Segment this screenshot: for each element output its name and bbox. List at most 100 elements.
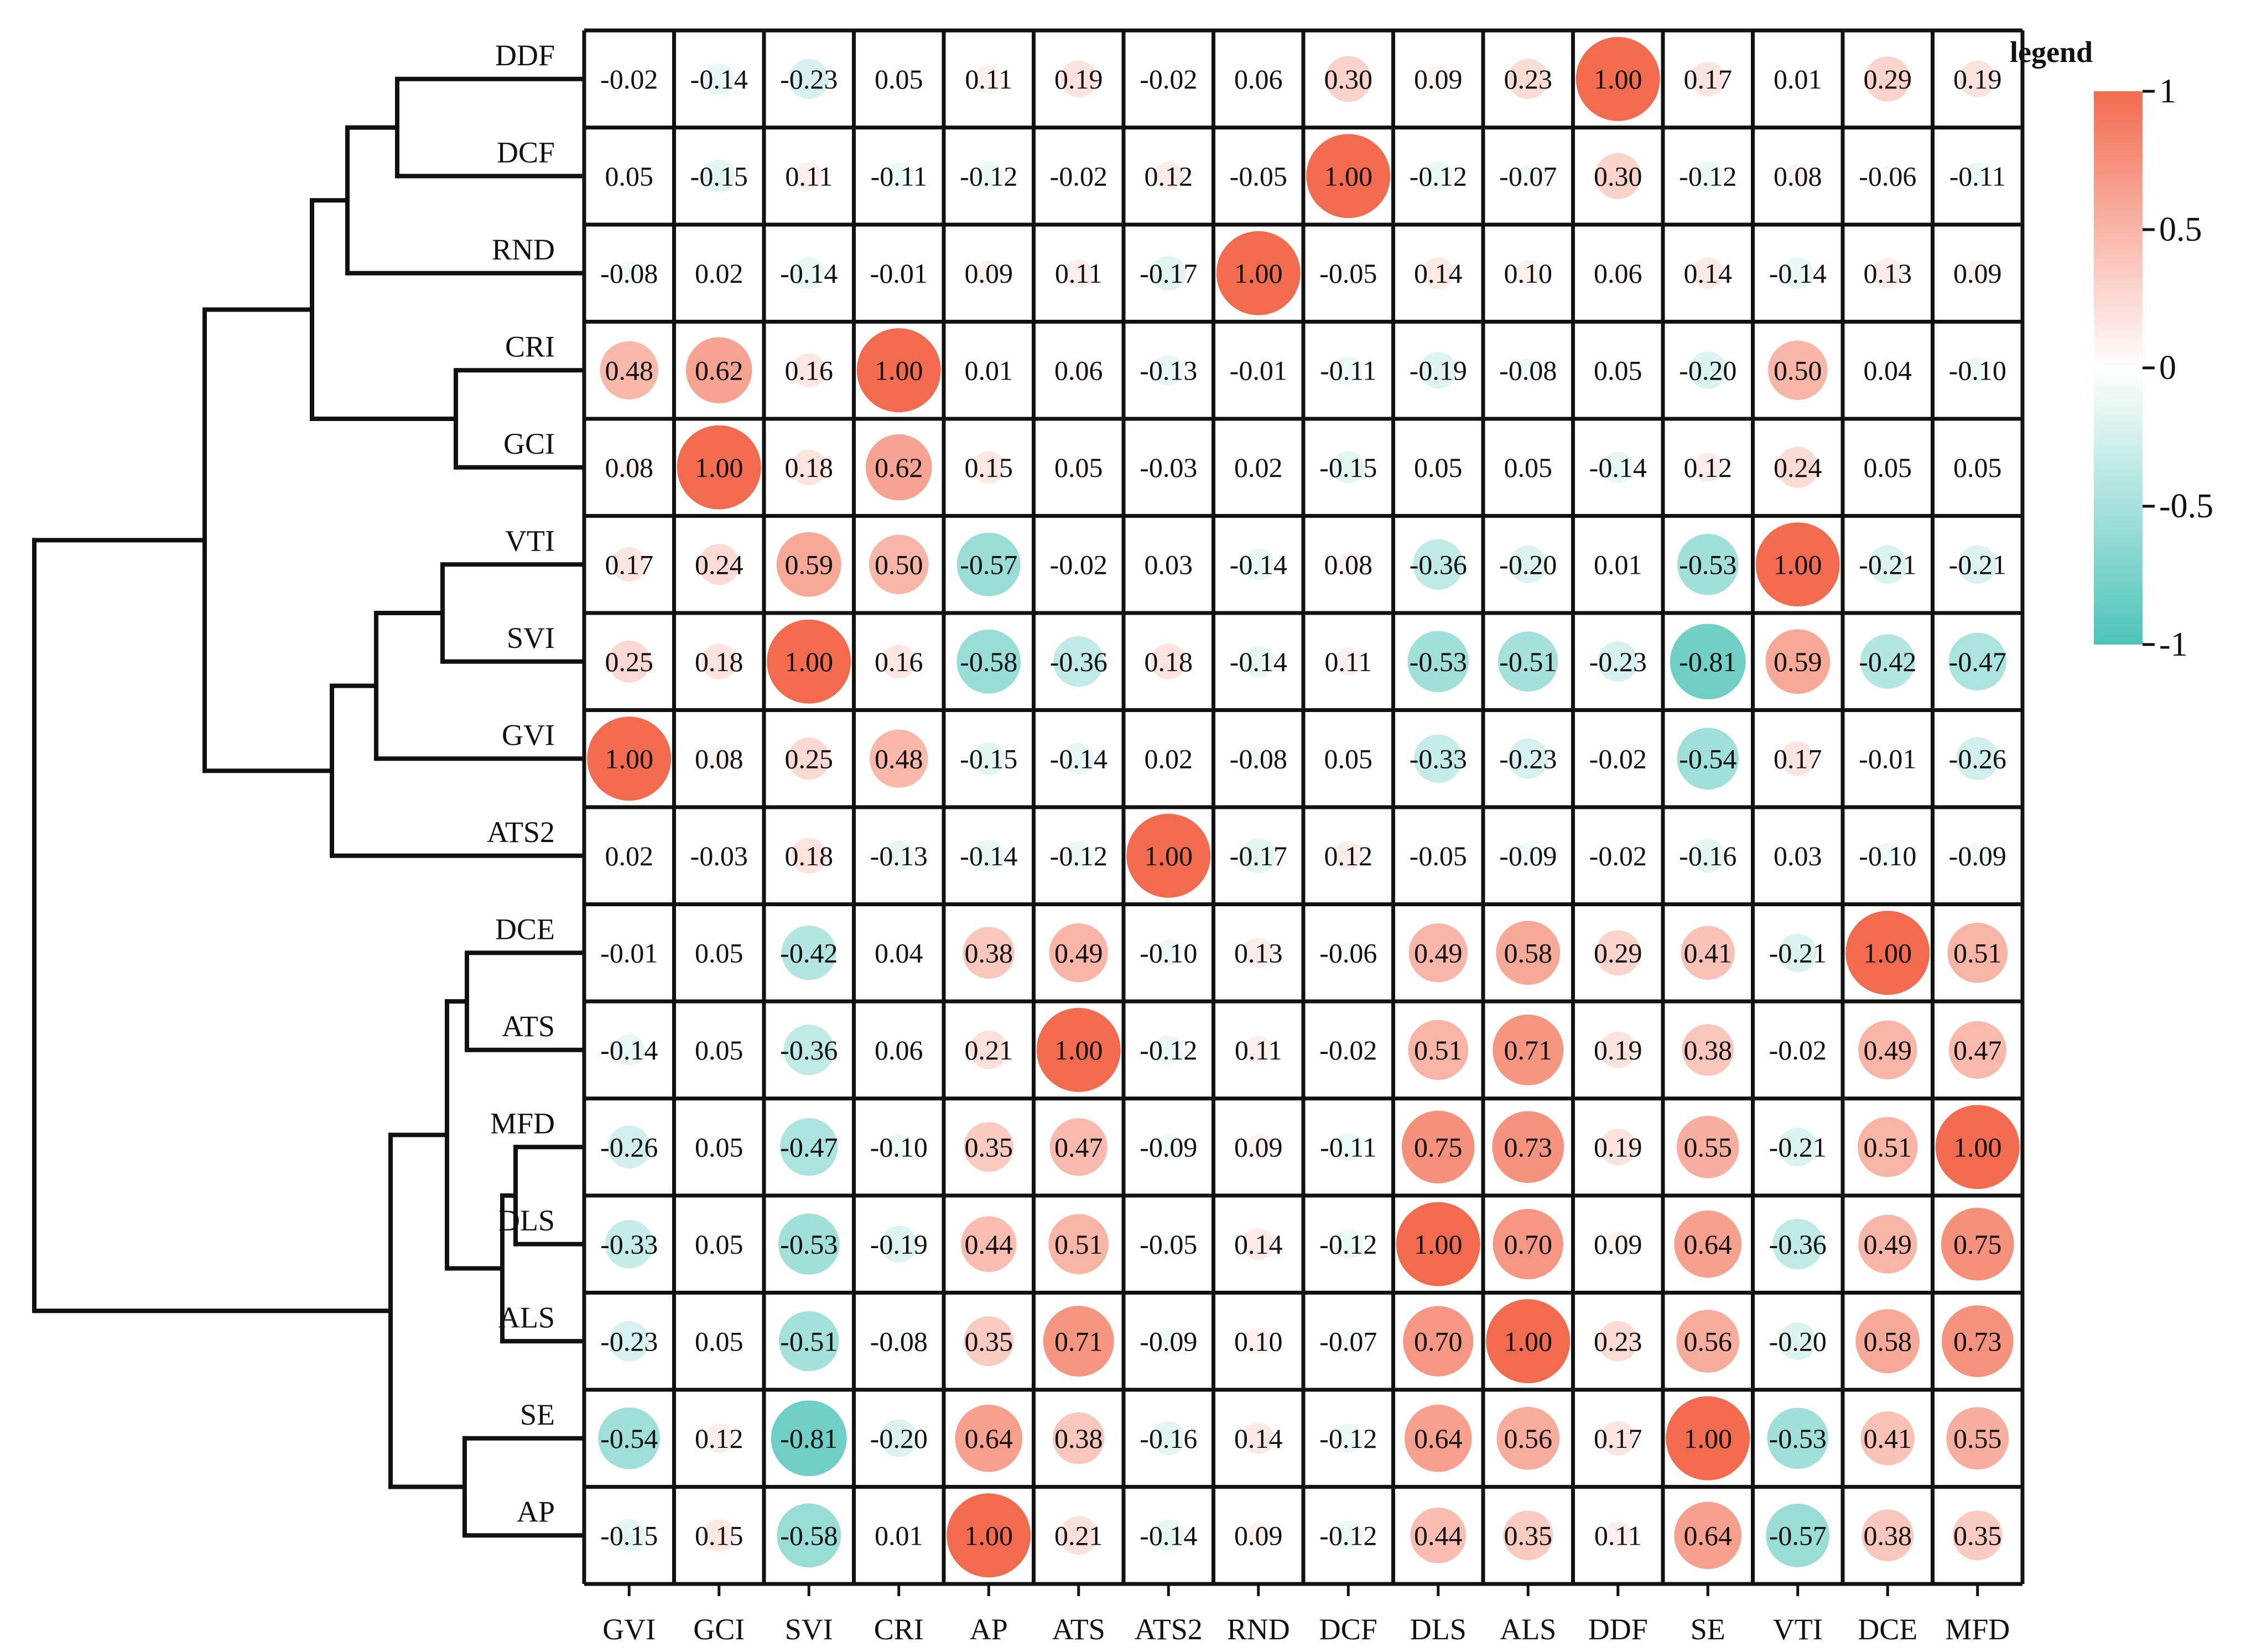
cell-value-DLS-DCE: 0.49 bbox=[1864, 1229, 1912, 1260]
cell-value-ATS2-DLS: -0.05 bbox=[1410, 840, 1467, 871]
cell-value-DCF-DCF: 1.00 bbox=[1324, 160, 1373, 191]
cell-circle-GCI-CRI bbox=[865, 434, 932, 501]
cell-value-DCF-RND: -0.05 bbox=[1230, 160, 1287, 191]
cell-circle-ATS2-ALS bbox=[1515, 843, 1541, 869]
cell-value-ALS-CRI: -0.08 bbox=[870, 1326, 928, 1357]
cell-circle-VTI-MFD bbox=[1958, 545, 1997, 584]
cell-value-SVI-ATS: -0.36 bbox=[1050, 646, 1107, 677]
cell-value-ATS-DCF: -0.02 bbox=[1319, 1035, 1377, 1066]
cell-value-SVI-VTI: 0.59 bbox=[1774, 646, 1822, 677]
column-label-CRI: CRI bbox=[874, 1613, 924, 1646]
cell-circle-MFD-CRI bbox=[885, 1134, 912, 1161]
column-label-GVI: GVI bbox=[602, 1613, 656, 1646]
cell-value-DLS-DDF: 0.09 bbox=[1594, 1229, 1642, 1260]
cell-value-AP-DLS: 0.44 bbox=[1414, 1520, 1463, 1551]
cell-value-GVI-DLS: -0.33 bbox=[1410, 743, 1467, 774]
cell-value-GCI-DDF: -0.14 bbox=[1589, 452, 1647, 483]
cell-value-GCI-CRI: 0.62 bbox=[875, 452, 923, 483]
cell-circle-DDF-AP bbox=[975, 65, 1003, 93]
cell-circle-ALS-CRI bbox=[887, 1329, 911, 1353]
cell-circle-ATS-ATS bbox=[1036, 1007, 1121, 1092]
cell-value-DDF-ATS2: -0.02 bbox=[1140, 64, 1197, 95]
cell-circle-CRI-SVI bbox=[792, 353, 826, 387]
cell-circle-DCE-ATS2 bbox=[1155, 939, 1182, 967]
cell-value-SE-AP: 0.64 bbox=[965, 1423, 1013, 1454]
cell-value-ATS-AP: 0.21 bbox=[965, 1035, 1013, 1066]
cell-circle-GCI-SVI bbox=[791, 449, 827, 485]
cell-circle-SVI-RND bbox=[1242, 646, 1275, 678]
cell-value-SVI-ATS2: 0.18 bbox=[1145, 646, 1193, 677]
cell-circle-ALS-ALS bbox=[1486, 1299, 1571, 1384]
cell-value-DLS-MFD: 0.75 bbox=[1953, 1229, 2002, 1260]
cell-value-ATS-ALS: 0.71 bbox=[1504, 1035, 1553, 1066]
cell-circle-RND-DCE bbox=[1872, 258, 1903, 289]
cell-value-VTI-DCE: -0.21 bbox=[1859, 549, 1916, 580]
cell-circle-ALS-GCI bbox=[709, 1332, 729, 1351]
cell-value-DCE-DLS: 0.49 bbox=[1414, 937, 1463, 968]
column-label-MFD: MFD bbox=[1945, 1613, 2010, 1646]
cell-value-RND-DDF: 0.06 bbox=[1594, 258, 1642, 289]
cell-circle-GVI-MFD bbox=[1956, 737, 1999, 781]
cell-circle-RND-AP bbox=[976, 260, 1002, 286]
cell-circle-GCI-DLS bbox=[1428, 458, 1448, 477]
cell-circle-CRI-MFD bbox=[1964, 357, 1991, 384]
cell-value-AP-GVI: -0.15 bbox=[600, 1520, 658, 1551]
cell-value-SVI-DCE: -0.42 bbox=[1859, 646, 1916, 677]
cell-circle-GVI-DCE bbox=[1883, 754, 1892, 763]
cell-circle-MFD-DDF bbox=[1599, 1129, 1636, 1166]
cell-value-DCE-RND: 0.13 bbox=[1234, 937, 1283, 968]
cell-value-ATS-ATS: 1.00 bbox=[1054, 1035, 1103, 1066]
cell-circle-AP-DDF bbox=[1604, 1521, 1632, 1550]
cell-value-SVI-GCI: 0.18 bbox=[695, 646, 743, 677]
cell-circle-DDF-DLS bbox=[1425, 66, 1451, 92]
cell-value-GCI-SVI: 0.18 bbox=[785, 452, 834, 483]
cell-circle-SE-VTI bbox=[1767, 1407, 1829, 1469]
cell-circle-GCI-GVI bbox=[617, 455, 641, 480]
cell-value-MFD-RND: 0.09 bbox=[1234, 1131, 1283, 1162]
row-label-SVI: SVI bbox=[507, 621, 555, 654]
cell-value-GCI-DCE: 0.05 bbox=[1864, 452, 1912, 483]
column-label-DCE: DCE bbox=[1858, 1613, 1917, 1646]
cell-circle-SVI-VTI bbox=[1765, 629, 1831, 694]
cell-value-ALS-SVI: -0.51 bbox=[780, 1326, 838, 1357]
cell-value-AP-DDF: 0.11 bbox=[1594, 1520, 1642, 1551]
cell-value-RND-GCI: 0.02 bbox=[695, 258, 743, 289]
column-label-ATS: ATS bbox=[1052, 1613, 1105, 1646]
cell-value-ATS2-GCI: -0.03 bbox=[690, 840, 748, 871]
cell-circle-GVI-DCF bbox=[1339, 749, 1358, 768]
cell-circle-ATS2-AP bbox=[973, 840, 1005, 872]
cell-value-DDF-RND: 0.06 bbox=[1234, 64, 1283, 95]
cell-value-DCE-VTI: -0.21 bbox=[1769, 937, 1827, 968]
cell-circle-AP-DCF bbox=[1333, 1520, 1363, 1550]
cell-value-DLS-DLS: 1.00 bbox=[1414, 1229, 1463, 1260]
cell-circle-MFD-ATS bbox=[1049, 1118, 1107, 1176]
cell-circle-DCF-SVI bbox=[795, 162, 823, 190]
cell-circle-DLS-MFD bbox=[1941, 1207, 2014, 1281]
cell-circle-RND-SE bbox=[1692, 257, 1724, 289]
cell-circle-MFD-ATS2 bbox=[1156, 1134, 1182, 1160]
cell-circle-DDF-DCE bbox=[1865, 56, 1911, 102]
cell-circle-AP-SE bbox=[1674, 1502, 1742, 1570]
cell-value-SE-DCF: -0.12 bbox=[1319, 1423, 1377, 1454]
cell-circle-DCF-VTI bbox=[1786, 164, 1810, 188]
cell-value-SVI-GVI: 0.25 bbox=[605, 646, 654, 677]
cell-circle-SVI-AP bbox=[956, 629, 1021, 694]
cell-value-DCF-DLS: -0.12 bbox=[1410, 160, 1467, 191]
cell-circle-ATS-DCF bbox=[1342, 1044, 1354, 1056]
row-label-ALS: ALS bbox=[498, 1301, 555, 1334]
legend-colorbar bbox=[2094, 91, 2143, 645]
cell-circle-DCE-ALS bbox=[1496, 921, 1561, 985]
cell-value-DCF-CRI: -0.11 bbox=[871, 160, 927, 191]
cell-value-DCE-AP: 0.38 bbox=[965, 937, 1013, 968]
cell-circle-DCF-DLS bbox=[1423, 161, 1453, 191]
legend-tick-label: -0.5 bbox=[2159, 487, 2213, 525]
column-label-ATS2: ATS2 bbox=[1135, 1613, 1203, 1646]
cell-value-GVI-SE: -0.54 bbox=[1679, 743, 1736, 774]
cell-value-AP-VTI: -0.57 bbox=[1769, 1520, 1827, 1551]
cell-circle-DCE-RND bbox=[1243, 937, 1274, 968]
cell-circle-VTI-ATS2 bbox=[1161, 557, 1176, 572]
row-label-VTI: VTI bbox=[505, 524, 555, 557]
cell-circle-DCF-GVI bbox=[620, 167, 639, 186]
cell-circle-DCF-CRI bbox=[885, 162, 913, 190]
cell-circle-DLS-SE bbox=[1674, 1210, 1742, 1278]
